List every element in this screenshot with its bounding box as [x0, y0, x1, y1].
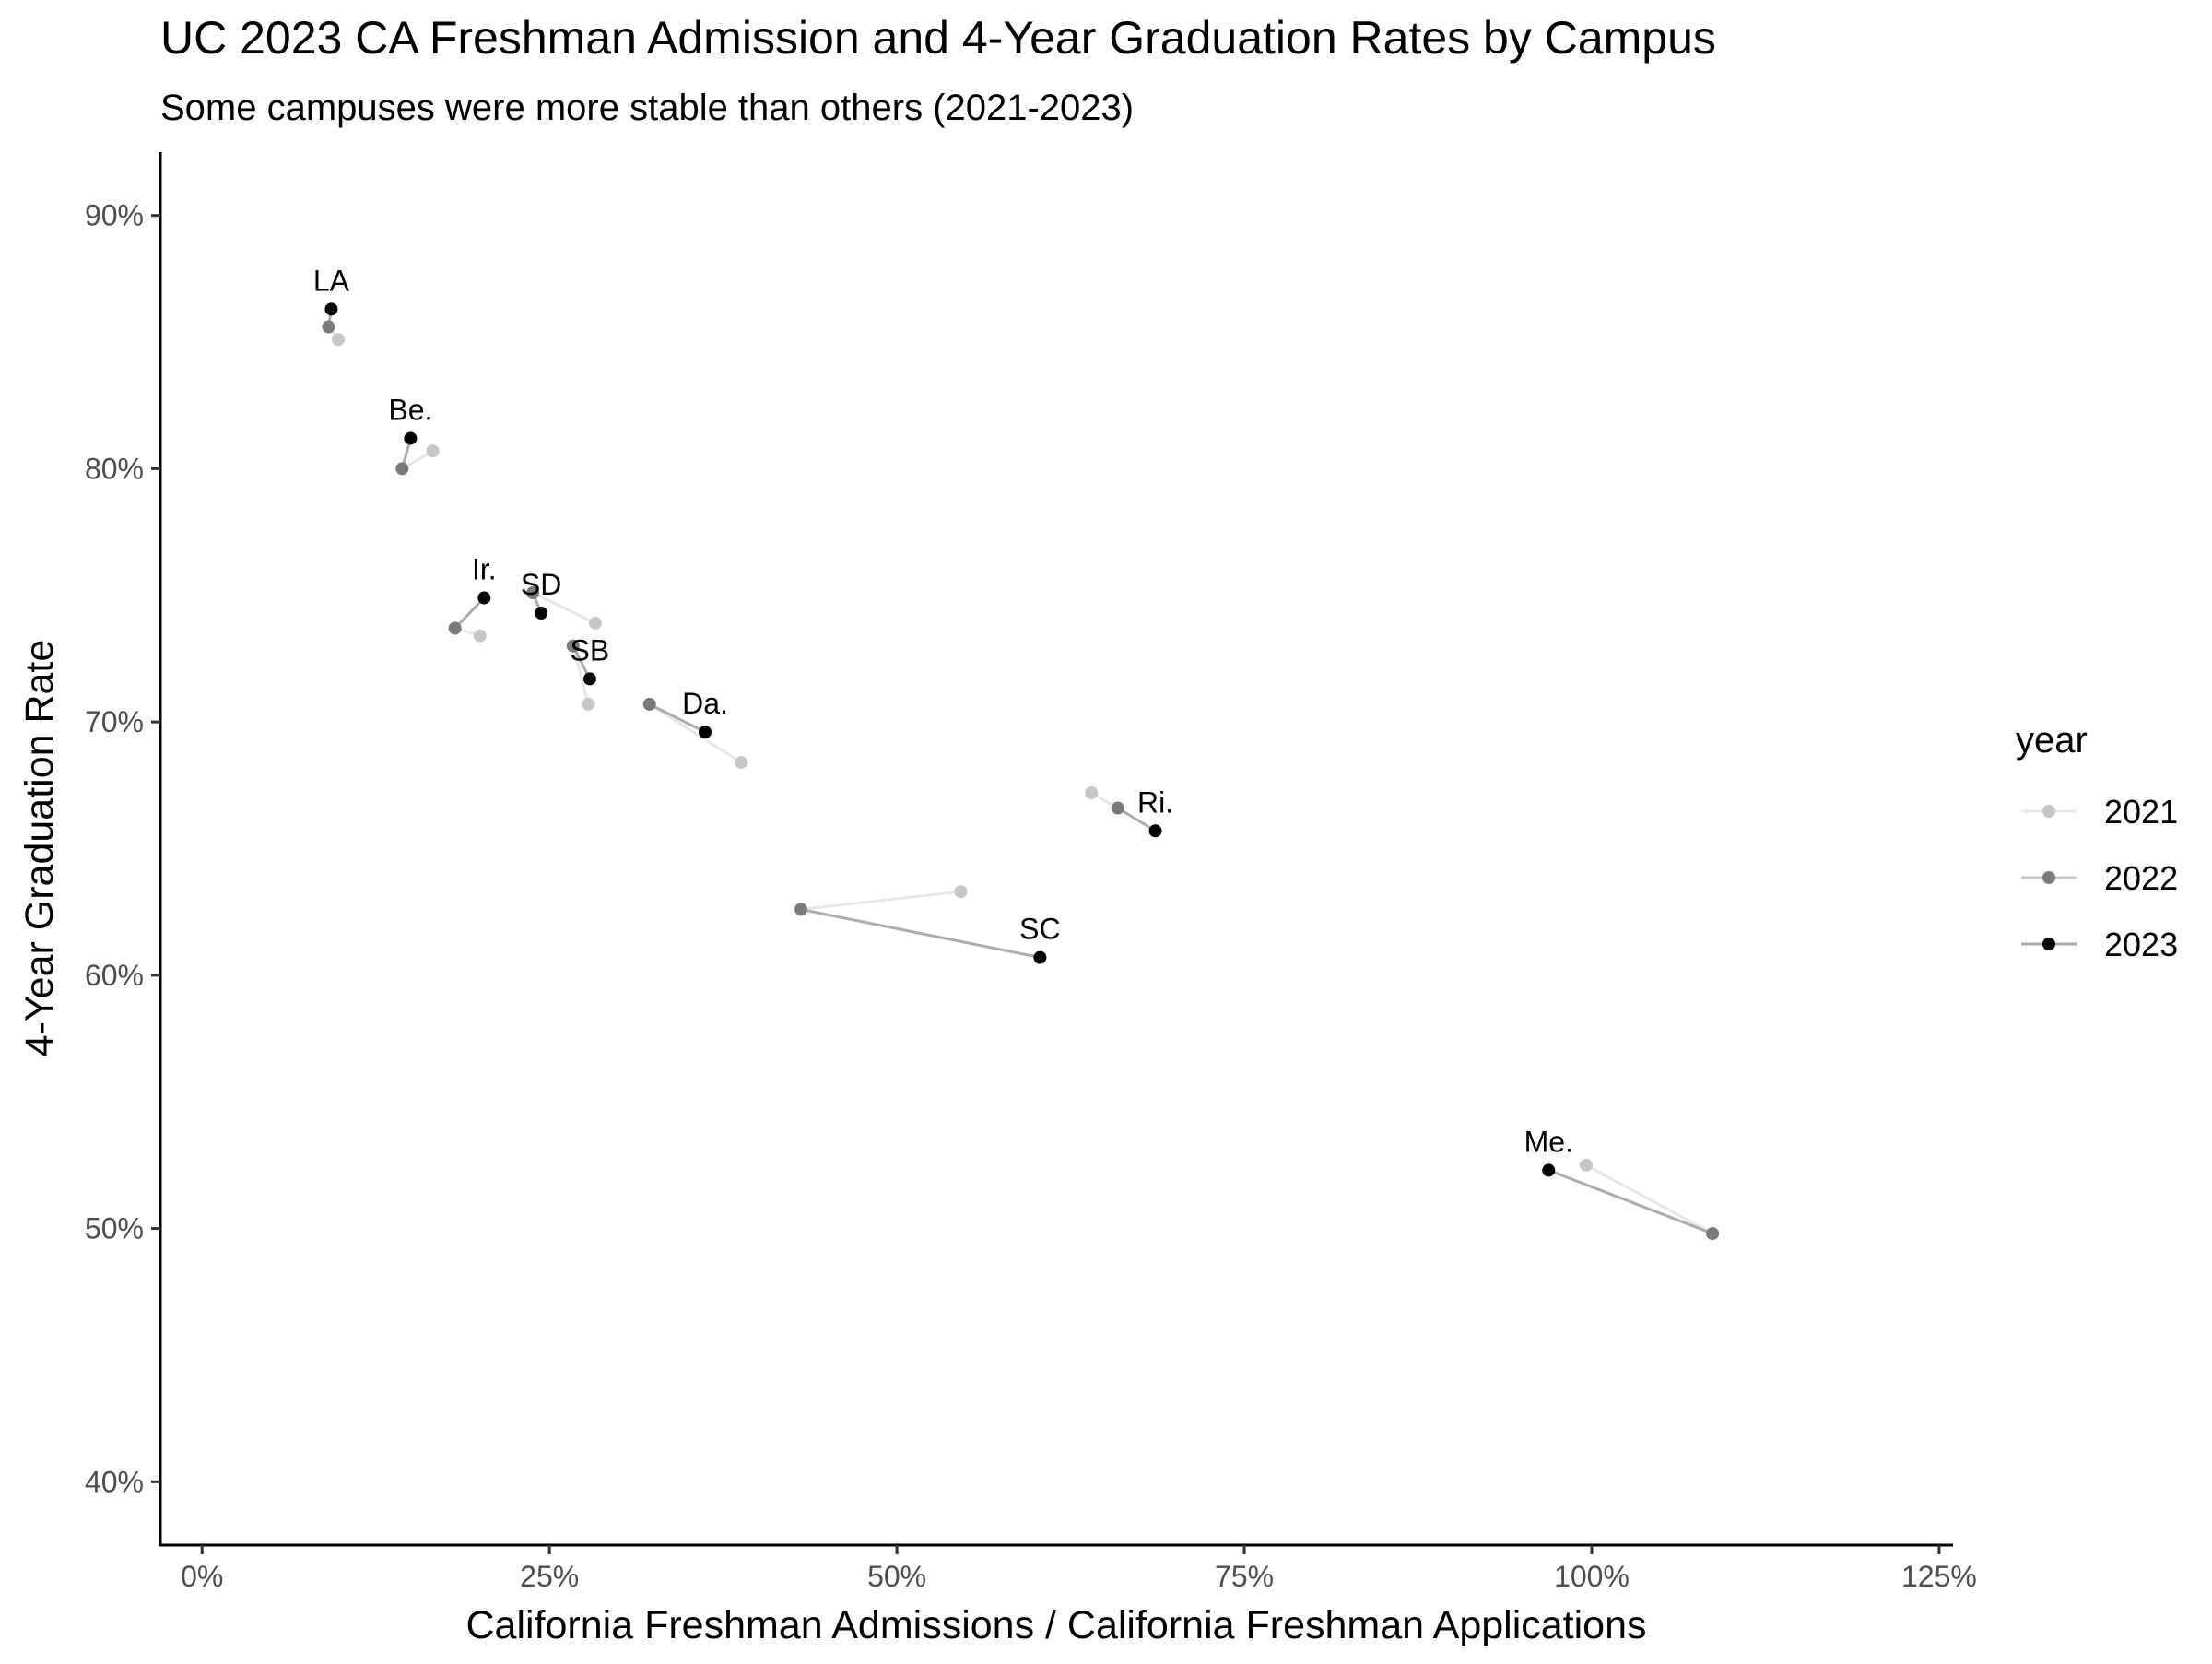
campus-sb-label: SB [571, 633, 610, 667]
x-axis-ticks: 0% 25% 50% 75% 100% 125% [181, 1545, 1977, 1593]
campus-ri-point-2023 [1148, 824, 1162, 838]
campus-be-point-2023 [404, 431, 418, 445]
campus-sd-point-2022 [526, 586, 540, 600]
campus-sc-point-2023 [1033, 950, 1047, 964]
legend: year 2021 2022 2023 [2016, 720, 2178, 963]
campus-sb-point-2022 [566, 639, 580, 653]
legend-key-point-2021 [2042, 805, 2055, 818]
campus-sc-label: SC [1019, 913, 1060, 946]
campus-da-segment-2022-2023 [649, 702, 706, 734]
campus-ir-label: Ir. [472, 553, 497, 586]
chart-subtitle: Some campuses were more stable than othe… [160, 88, 1134, 128]
campus-sb-segment-2021-2022 [571, 645, 590, 705]
campus-da-point-2023 [699, 726, 712, 739]
campus-ir-segment-2022-2023 [453, 596, 486, 630]
points-layer [322, 302, 1720, 1241]
legend-key-point-2022 [2042, 871, 2055, 884]
campus-ir-point-2022 [448, 621, 462, 635]
campus-ri-segment-2022-2023 [1117, 807, 1157, 832]
campus-me-point-2022 [1706, 1227, 1720, 1241]
segments-layer [326, 309, 1713, 1235]
x-axis-title: California Freshman Admissions / Califor… [466, 1603, 1647, 1647]
campus-be-point-2022 [395, 462, 409, 476]
campus-ir-point-2023 [477, 591, 491, 605]
campus-sc-segment-2022-2023 [800, 907, 1041, 960]
campus-la-point-2021 [331, 333, 345, 347]
campus-sd-point-2021 [588, 616, 602, 630]
campus-da-point-2022 [642, 697, 656, 711]
campus-la-point-2023 [324, 302, 338, 316]
y-axis-title: 4-Year Graduation Rate [18, 640, 62, 1057]
campus-la-point-2022 [322, 320, 335, 334]
campus-labels-layer: LA Be. Ir. SD SB Da. Ri. SC Me. [313, 264, 1573, 1158]
y-tick-label: 60% [85, 959, 144, 992]
campus-sd-label: SD [521, 568, 561, 601]
campus-ri-point-2021 [1085, 786, 1099, 800]
legend-entries: 2021 2022 2023 [2021, 793, 2178, 963]
campus-be-label: Be. [388, 393, 432, 426]
y-axis-ticks: 40% 50% 60% 70% 80% 90% [85, 199, 160, 1498]
legend-label-2023: 2023 [2104, 926, 2178, 963]
x-tick-label: 75% [1215, 1560, 1274, 1593]
campus-me-segment-2022-2023 [1547, 1169, 1713, 1235]
x-tick-label: 25% [520, 1560, 579, 1593]
campus-ri-point-2022 [1111, 801, 1124, 815]
campus-da-point-2021 [735, 756, 748, 770]
x-tick-label: 50% [867, 1560, 926, 1593]
campus-ri-label: Ri. [1137, 785, 1173, 819]
chart-title: UC 2023 CA Freshman Admission and 4-Year… [160, 12, 1716, 64]
campus-sd-segment-2021-2022 [532, 591, 596, 625]
campus-me-point-2021 [1579, 1158, 1593, 1172]
campus-da-label: Da. [682, 687, 728, 720]
x-tick-label: 0% [181, 1560, 223, 1593]
legend-label-2022: 2022 [2104, 859, 2178, 897]
campus-sd-point-2023 [535, 607, 548, 620]
legend-label-2021: 2021 [2104, 793, 2178, 831]
campus-me-segment-2021-2022 [1585, 1163, 1713, 1235]
y-tick-label: 40% [85, 1465, 144, 1498]
x-tick-label: 125% [1901, 1560, 1977, 1593]
campus-la-label: LA [313, 264, 350, 297]
legend-title: year [2016, 720, 2088, 761]
campus-sb-point-2021 [582, 697, 595, 711]
campus-sc-point-2021 [954, 885, 968, 899]
y-tick-label: 90% [85, 199, 144, 232]
campus-be-point-2021 [426, 444, 440, 458]
x-tick-label: 100% [1554, 1560, 1630, 1593]
campus-sb-point-2023 [582, 672, 596, 686]
campus-me-point-2023 [1542, 1163, 1556, 1177]
y-tick-label: 80% [85, 452, 144, 485]
legend-key-point-2023 [2042, 938, 2055, 950]
y-tick-label: 70% [85, 705, 144, 738]
campus-sc-point-2022 [794, 903, 808, 916]
campus-ir-point-2021 [473, 629, 487, 643]
campus-sc-segment-2021-2022 [800, 890, 961, 911]
campus-me-label: Me. [1524, 1125, 1573, 1158]
campus-da-segment-2021-2022 [648, 702, 743, 764]
y-tick-label: 50% [85, 1212, 144, 1245]
